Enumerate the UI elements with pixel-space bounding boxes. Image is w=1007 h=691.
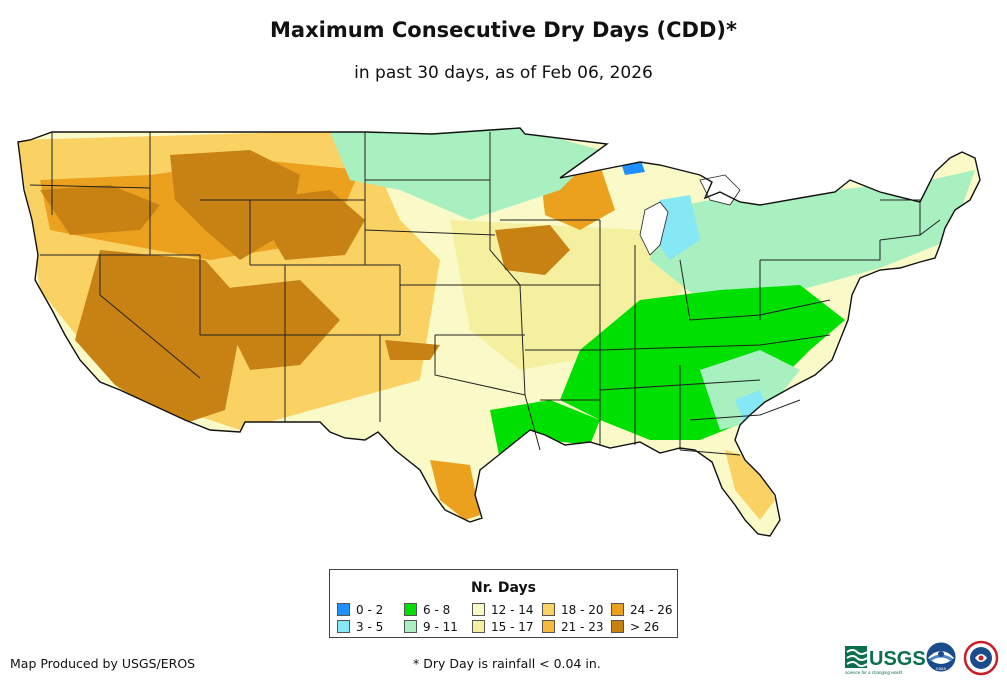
legend-label: 3 - 5: [356, 620, 384, 634]
legend-swatch: [472, 603, 485, 616]
cdd-zone-over-26-oklahoma-panhandle: [385, 340, 440, 360]
fl-border: [679, 449, 741, 456]
agency-logos: USGS science for a changing world noaa: [845, 640, 999, 676]
cdd-fill-layer: [18, 128, 980, 536]
cdd-zone-over-26-oregon: [40, 185, 160, 235]
cdd-zone-9-11-north-plains: [330, 128, 600, 220]
lake-michigan: [639, 201, 669, 256]
usgs-wordmark: USGS: [869, 648, 926, 670]
legend-swatch: [337, 603, 350, 616]
legend-swatch: [542, 603, 555, 616]
legend-label: > 26: [630, 620, 660, 634]
legend-label: 18 - 20: [561, 603, 604, 617]
legend-swatch: [404, 620, 417, 633]
cdd-zone-over-26-wyoming: [250, 190, 365, 260]
usgs-logo: USGS science for a changing world: [845, 646, 926, 675]
vt-nh-border: [880, 199, 921, 235]
oh-ky-border: [679, 259, 831, 321]
legend-swatch: [472, 620, 485, 633]
us-cdd-map: [17, 127, 981, 537]
pa-ny-border: [760, 240, 881, 261]
cdd-zone-over-26-southwest: [75, 250, 245, 425]
cdd-zone-24-26-south-texas: [430, 460, 480, 520]
legend-item: 21 - 23: [542, 620, 604, 634]
cdd-zone-9-11-carolinas: [700, 350, 800, 430]
legend-item: 0 - 2: [337, 603, 383, 617]
cdd-zone-over-26-south-dakota: [495, 225, 570, 275]
usgs-tagline: science for a changing world: [845, 670, 903, 675]
footnote-text: * Dry Day is rainfall < 0.04 in.: [413, 656, 601, 671]
state-boundaries: [29, 132, 941, 456]
legend-item: 15 - 17: [472, 620, 534, 634]
legend-label: 24 - 26: [630, 603, 673, 617]
or-north-border: [29, 184, 151, 189]
tn-north-border: [599, 334, 831, 351]
credit-text: Map Produced by USGS/EROS: [10, 656, 196, 671]
legend-label: 12 - 14: [491, 603, 534, 617]
legend-label: 15 - 17: [491, 620, 534, 634]
legend-item: > 26: [611, 620, 659, 634]
nws-seal-icon: [963, 640, 999, 676]
sd-ne-border: [364, 229, 496, 236]
ga-sc-border: [689, 399, 801, 421]
legend-item: 12 - 14: [472, 603, 534, 617]
ok-tx-border: [434, 335, 526, 396]
legend-swatch: [337, 620, 350, 633]
map-title: Maximum Consecutive Dry Days (CDD)*: [270, 18, 737, 42]
cdd-zone-over-26-idaho-montana: [170, 150, 300, 260]
noaa-seal-icon: noaa: [925, 641, 957, 673]
legend-item: 9 - 11: [404, 620, 458, 634]
cdd-zone-over-26-colorado-plateau: [210, 280, 340, 370]
ca-nv-border: [99, 255, 201, 379]
legend: Nr. Days 0 - 2 3 - 5 6 - 8 9 - 11 12 - 14 15 …: [329, 569, 678, 638]
tn-south-border: [599, 379, 761, 391]
legend-item: 24 - 26: [611, 603, 673, 617]
legend-swatch: [611, 620, 624, 633]
map-subtitle: in past 30 days, as of Feb 06, 2026: [354, 63, 653, 83]
legend-label: 6 - 8: [423, 603, 451, 617]
legend-item: 6 - 8: [404, 603, 450, 617]
legend-swatch: [542, 620, 555, 633]
cdd-zone-6-8-southeast: [560, 285, 845, 440]
legend-label: 9 - 11: [423, 620, 458, 634]
legend-swatch: [611, 603, 624, 616]
legend-item: 3 - 5: [337, 620, 383, 634]
legend-item: 18 - 20: [542, 603, 604, 617]
legend-label: 0 - 2: [356, 603, 384, 617]
noaa-label: noaa: [936, 666, 946, 671]
legend-label: 21 - 23: [561, 620, 604, 634]
legend-title: Nr. Days: [471, 580, 536, 596]
legend-swatch: [404, 603, 417, 616]
